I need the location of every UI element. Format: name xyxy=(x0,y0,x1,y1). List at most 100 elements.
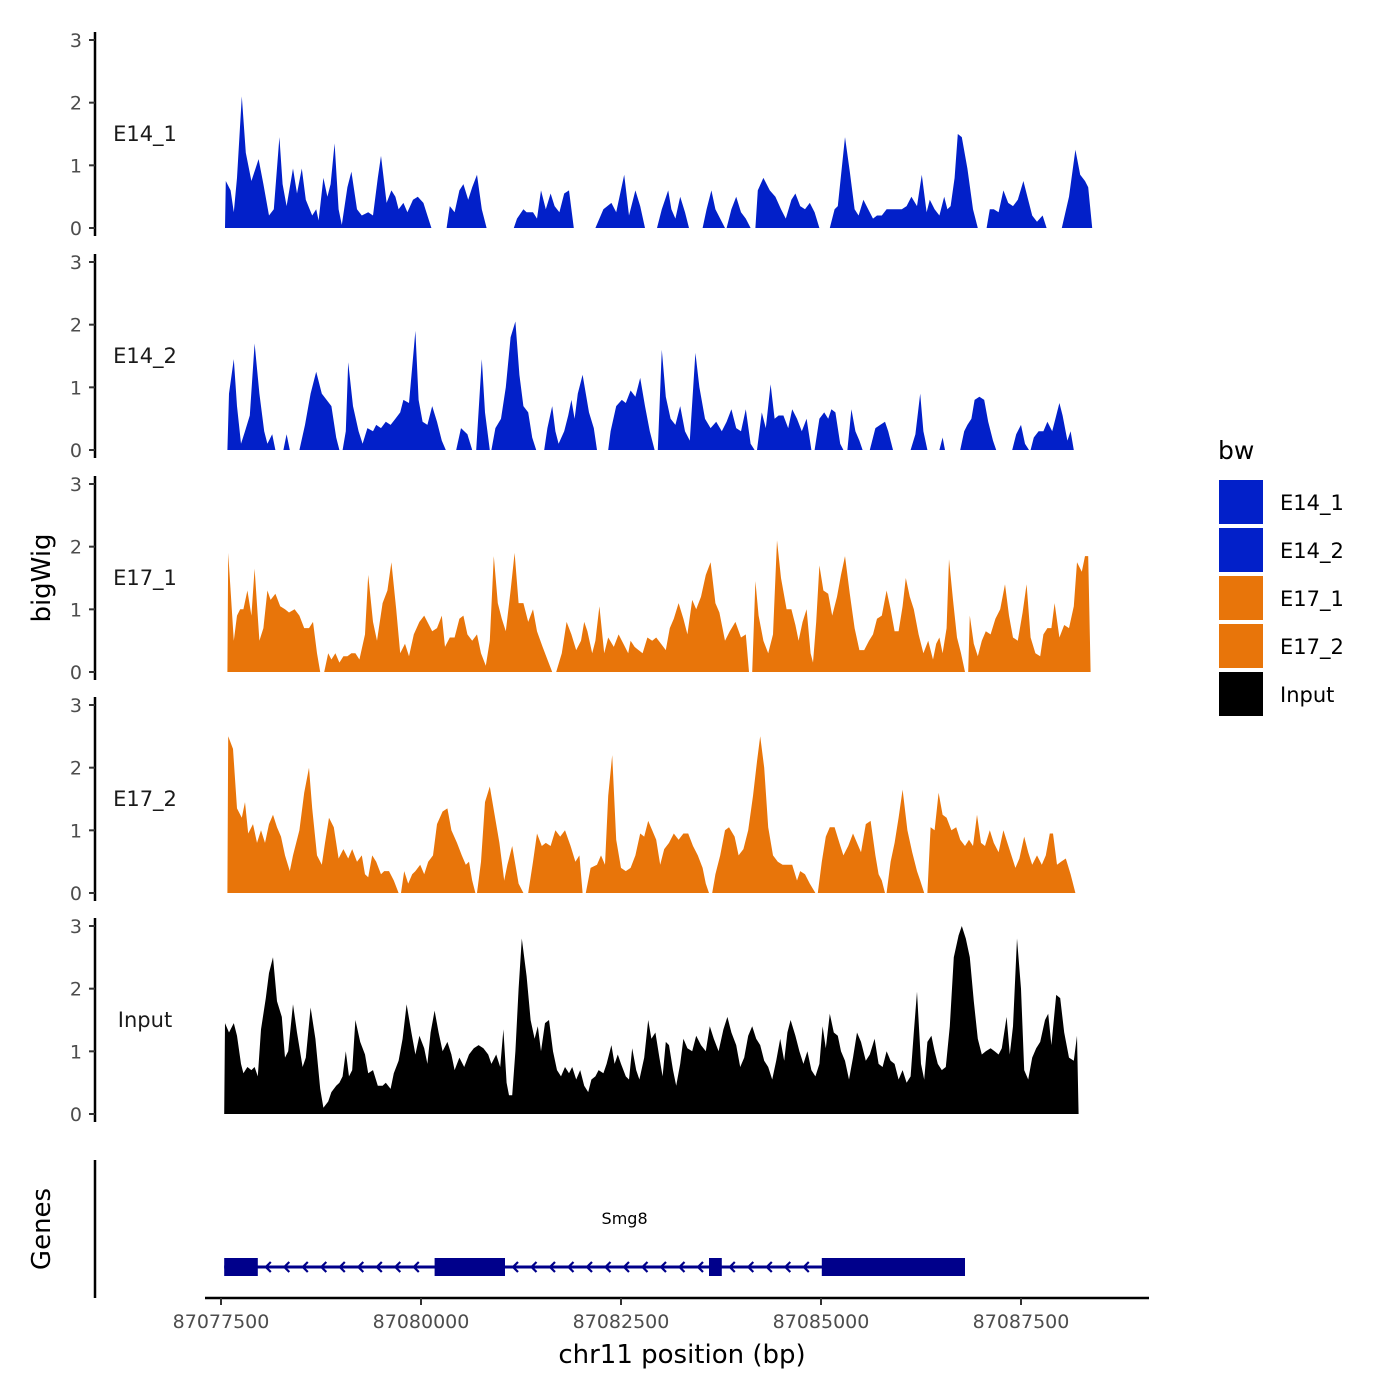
signal-area xyxy=(227,736,399,893)
track-label: E14_2 xyxy=(113,344,177,369)
legend-title: bw xyxy=(1218,436,1254,465)
strand-arrow xyxy=(585,1261,593,1273)
strand-arrow xyxy=(264,1261,272,1273)
signal-area xyxy=(283,434,290,450)
signal-area xyxy=(585,755,709,893)
track-label: E17_1 xyxy=(113,566,177,591)
track-E17_1: 0 1 2 3 E17_1 xyxy=(70,474,1091,684)
strand-arrow xyxy=(319,1261,328,1273)
y-tick-label: 3 xyxy=(70,30,82,52)
strand-arrow xyxy=(746,1261,755,1273)
signal-area xyxy=(657,349,755,450)
strand-arrow xyxy=(548,1261,556,1273)
legend-item: E17_2 xyxy=(1219,624,1344,668)
signal-area xyxy=(814,409,844,450)
signal-area xyxy=(477,786,524,893)
x-tick-label: 87085000 xyxy=(773,1311,870,1333)
signal-area xyxy=(299,371,340,450)
legend-label: E17_2 xyxy=(1280,635,1344,660)
signal-area xyxy=(712,736,816,893)
strand-arrow xyxy=(603,1261,612,1273)
signal-area xyxy=(342,330,446,450)
strand-arrow xyxy=(622,1261,630,1273)
signal-area xyxy=(702,190,725,228)
signal-area xyxy=(544,374,597,450)
signal-area xyxy=(960,396,997,450)
legend-swatch xyxy=(1219,624,1263,668)
signal-area xyxy=(556,562,749,672)
gene-axis-title: Genes xyxy=(27,1188,57,1270)
signal-area xyxy=(224,926,1079,1114)
y-tick-label: 1 xyxy=(70,820,82,842)
signal-area xyxy=(513,190,574,228)
legend-swatch xyxy=(1219,528,1263,572)
exon xyxy=(434,1258,505,1276)
signal-area xyxy=(491,321,537,450)
x-axis-title: chr11 position (bp) xyxy=(558,1340,805,1370)
track-label: E17_2 xyxy=(113,787,177,812)
strand-arrow xyxy=(511,1261,519,1273)
y-axis-title: bigWig xyxy=(27,533,57,622)
signal-area xyxy=(595,174,645,228)
signal-area xyxy=(968,556,1091,672)
legend-item: E14_2 xyxy=(1219,528,1344,572)
signal-area xyxy=(726,196,751,228)
signal-area xyxy=(1061,149,1093,228)
exon xyxy=(224,1258,258,1276)
y-tick-label: 3 xyxy=(70,474,82,496)
legend-item: E14_1 xyxy=(1219,480,1344,524)
signal-area xyxy=(446,174,487,228)
legend-label: E14_1 xyxy=(1280,491,1344,516)
legend-item: Input xyxy=(1219,672,1334,716)
legend: bw E14_1 E14_2 E17_1 E17_2 Input xyxy=(1218,436,1344,716)
signal-area xyxy=(869,421,893,450)
legend-label: E17_1 xyxy=(1280,587,1344,612)
y-tick-label: 0 xyxy=(70,1104,82,1126)
signal-area xyxy=(757,384,812,450)
strand-arrow xyxy=(677,1261,686,1273)
strand-arrow xyxy=(696,1261,704,1273)
strand-arrow xyxy=(783,1261,792,1273)
signal-area xyxy=(939,437,945,450)
signal-area xyxy=(910,393,928,450)
signal-area xyxy=(886,789,925,893)
strand-arrow xyxy=(282,1261,291,1273)
signal-area xyxy=(1030,403,1074,450)
strand-arrow xyxy=(375,1261,383,1273)
y-tick-label: 2 xyxy=(70,758,82,780)
signal-tracks: 0 1 2 3 E14_1 0 1 2 3 E14_2 0 1 2 3 E17_1 0 1 2 3 E17_2 0 1 2 3… xyxy=(70,30,1093,1126)
x-tick-label: 87082500 xyxy=(573,1311,670,1333)
strand-arrow xyxy=(728,1261,736,1273)
y-tick-label: 1 xyxy=(70,155,82,177)
signal-area xyxy=(227,343,276,450)
signal-area xyxy=(755,177,820,228)
track-E17_2: 0 1 2 3 E17_2 xyxy=(70,695,1076,905)
gene-label: Smg8 xyxy=(602,1209,648,1228)
y-tick-label: 2 xyxy=(70,537,82,559)
track-label: E14_1 xyxy=(113,122,177,147)
signal-area xyxy=(456,428,473,450)
y-tick-label: 1 xyxy=(70,377,82,399)
strand-arrow xyxy=(338,1261,346,1273)
x-tick-label: 87077500 xyxy=(173,1311,270,1333)
y-tick-label: 0 xyxy=(70,883,82,905)
signal-area xyxy=(227,552,321,672)
y-tick-label: 2 xyxy=(70,979,82,1001)
signal-area xyxy=(986,181,1047,228)
strand-arrow xyxy=(765,1261,773,1273)
signal-area xyxy=(657,190,689,228)
strand-arrow xyxy=(393,1261,402,1273)
track-label: Input xyxy=(118,1008,172,1032)
legend-swatch xyxy=(1219,576,1263,620)
signal-area xyxy=(324,552,553,672)
x-tick-label: 87080000 xyxy=(373,1311,470,1333)
signal-area xyxy=(401,808,476,893)
exon xyxy=(709,1258,722,1276)
strand-arrow xyxy=(529,1261,538,1273)
y-tick-label: 2 xyxy=(70,315,82,337)
signal-area xyxy=(225,96,432,229)
strand-arrow xyxy=(412,1261,420,1273)
x-axis: 87077500 87080000 87082500 87085000 87087500 xyxy=(173,1296,1149,1333)
